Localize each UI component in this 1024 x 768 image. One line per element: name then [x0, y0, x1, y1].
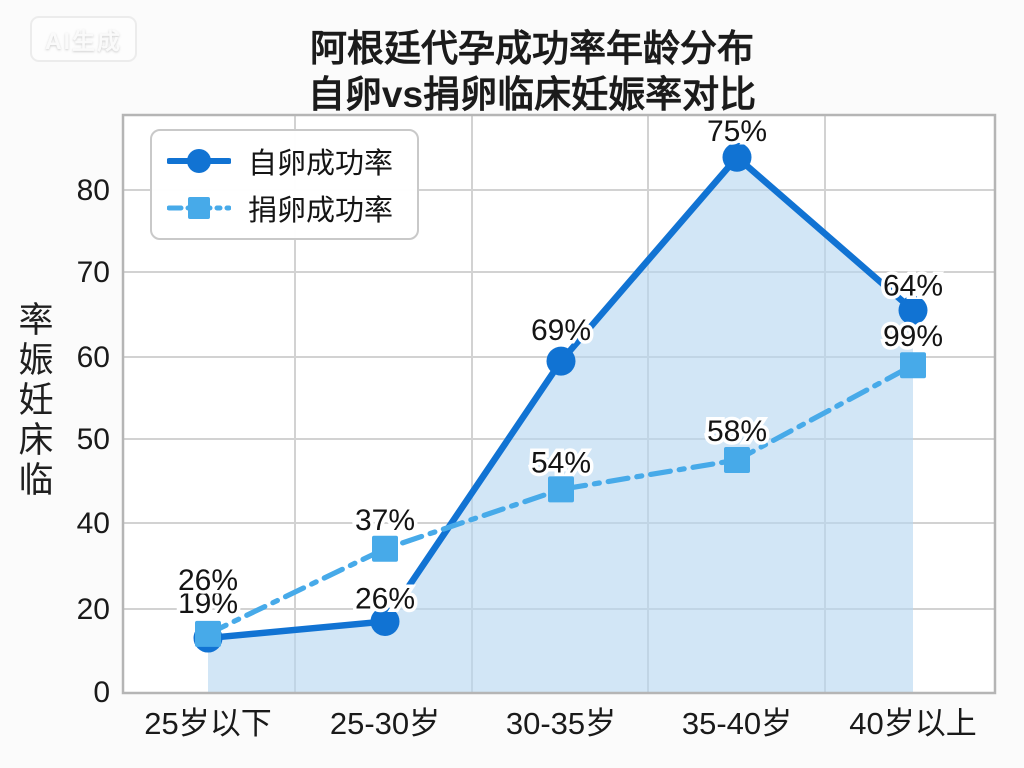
- donor-egg-point: [195, 620, 221, 647]
- y-tick-label: 60: [77, 341, 110, 374]
- point-label: 99%: [883, 320, 943, 353]
- donor-egg-point: [724, 447, 750, 473]
- y-axis-label: 率娠妊床临: [18, 301, 54, 500]
- point-label: 64%: [883, 269, 943, 302]
- chart-title: 阿根廷代孕成功率年龄分布: [310, 28, 754, 69]
- own-egg-point: [898, 295, 928, 325]
- chart-subtitle: 自卵vs捐卵临床妊娠率对比: [307, 74, 757, 115]
- x-tick-label: 25-30岁: [330, 706, 440, 741]
- legend-item-donor-egg: 捐卵成功率: [166, 189, 394, 227]
- y-tick-label: 40: [77, 507, 110, 540]
- own-egg-point: [546, 346, 576, 376]
- donor-egg-markers: [195, 352, 926, 647]
- point-label: 26%: [178, 564, 238, 597]
- own-egg-point: [370, 606, 400, 636]
- legend-marker-donor-egg-icon: [166, 192, 232, 224]
- legend-item-own-egg: 自卵成功率: [166, 142, 394, 180]
- x-tick-label: 40岁以上: [849, 706, 976, 741]
- legend-square-donor-egg: [188, 197, 210, 219]
- legend: 自卵成功率 捐卵成功率: [150, 129, 420, 240]
- area-fill: [208, 157, 913, 693]
- y-tick-label: 70: [77, 256, 110, 289]
- point-label: 37%: [355, 504, 415, 537]
- legend-label-donor-egg: 捐卵成功率: [248, 195, 394, 227]
- x-tick-label: 30-35岁: [506, 706, 616, 741]
- y-tick-label: 20: [77, 593, 110, 626]
- legend-label-own-egg: 自卵成功率: [248, 148, 394, 180]
- y-axis-ticks: 80 70 60 50 40 20 0: [77, 174, 110, 709]
- legend-circle-own-egg: [187, 149, 211, 173]
- ai-generated-watermark-badge: AI生成: [30, 16, 137, 62]
- point-label: 69%: [531, 314, 591, 347]
- plot-border: [121, 113, 997, 695]
- donor-egg-point: [548, 476, 574, 503]
- own-egg-point: [722, 142, 752, 172]
- legend-marker-own-egg-icon: [166, 145, 232, 177]
- y-tick-label: 50: [77, 423, 110, 456]
- y-tick-label: 80: [77, 174, 110, 207]
- series-donor-egg-line: [205, 362, 916, 637]
- donor-egg-point: [900, 352, 926, 379]
- point-label: 19%: [178, 587, 238, 620]
- point-label: 26%: [355, 582, 415, 615]
- point-label: 75%: [707, 115, 767, 148]
- point-label: 58%: [707, 415, 767, 448]
- x-tick-label: 25岁以下: [144, 706, 271, 741]
- x-axis-ticks: 25岁以下 25-30岁 30-35岁 35-40岁 40岁以上: [144, 706, 976, 741]
- donor-egg-point: [372, 535, 398, 562]
- point-label: 54%: [531, 446, 591, 479]
- point-labels: 19% 26%69%75%64%26%37%54%58%99%: [174, 112, 946, 624]
- x-tick-label: 35-40岁: [682, 706, 792, 741]
- y-tick-label: 0: [93, 676, 110, 709]
